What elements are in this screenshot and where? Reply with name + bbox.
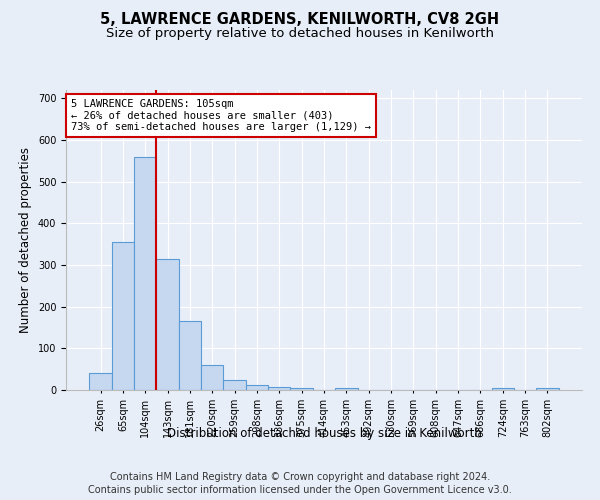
Text: Size of property relative to detached houses in Kenilworth: Size of property relative to detached ho… [106, 28, 494, 40]
Bar [335, 388, 358, 390]
Bar [89, 374, 112, 390]
Text: 5, LAWRENCE GARDENS, KENILWORTH, CV8 2GH: 5, LAWRENCE GARDENS, KENILWORTH, CV8 2GH [100, 12, 500, 28]
Bar [268, 386, 290, 390]
Bar [491, 388, 514, 390]
Bar [157, 259, 179, 390]
Bar [134, 156, 157, 390]
Bar [290, 388, 313, 390]
Bar [536, 388, 559, 390]
Text: Contains HM Land Registry data © Crown copyright and database right 2024.: Contains HM Land Registry data © Crown c… [110, 472, 490, 482]
Bar [201, 365, 223, 390]
Bar [179, 322, 201, 390]
Bar [112, 242, 134, 390]
Text: Distribution of detached houses by size in Kenilworth: Distribution of detached houses by size … [167, 428, 481, 440]
Text: 5 LAWRENCE GARDENS: 105sqm
← 26% of detached houses are smaller (403)
73% of sem: 5 LAWRENCE GARDENS: 105sqm ← 26% of deta… [71, 99, 371, 132]
Bar [246, 386, 268, 390]
Bar [223, 380, 246, 390]
Text: Contains public sector information licensed under the Open Government Licence v3: Contains public sector information licen… [88, 485, 512, 495]
Y-axis label: Number of detached properties: Number of detached properties [19, 147, 32, 333]
